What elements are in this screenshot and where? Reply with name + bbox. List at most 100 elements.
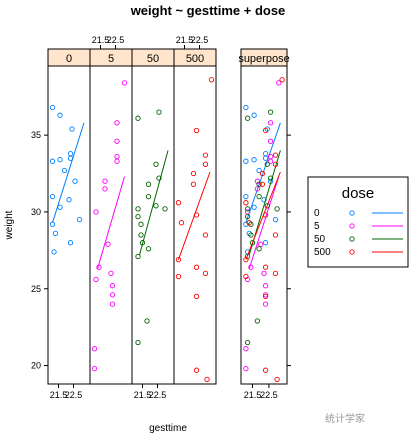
data-point: [254, 186, 261, 192]
data-point: [259, 181, 266, 187]
data-point: [93, 276, 99, 283]
data-point: [76, 216, 83, 223]
strip-label: 50: [147, 53, 159, 65]
data-point: [243, 365, 249, 372]
data-point: [193, 264, 200, 270]
data-point: [114, 153, 120, 160]
data-point: [69, 126, 75, 132]
data-point: [274, 206, 280, 212]
fit-line: [52, 122, 85, 223]
legend-label: 50: [314, 234, 326, 245]
data-point: [267, 109, 274, 115]
y-tick-label: 35: [31, 130, 41, 140]
data-point: [49, 104, 56, 111]
data-point: [267, 158, 274, 164]
data-point: [251, 204, 257, 210]
chart-title: weight ~ gesttime + dose: [130, 3, 286, 18]
data-point: [193, 293, 200, 300]
data-point: [243, 158, 249, 164]
y-tick-label: 30: [31, 207, 41, 217]
data-point: [202, 152, 209, 158]
data-point: [145, 181, 152, 187]
data-point: [109, 301, 116, 307]
data-point: [175, 256, 182, 263]
data-point: [156, 175, 162, 181]
fit-line: [97, 176, 125, 269]
data-point: [256, 193, 262, 200]
legend-label: 500: [314, 247, 331, 258]
data-point: [121, 80, 128, 86]
data-point: [248, 232, 254, 238]
x-tick-label: 22.5: [149, 390, 167, 400]
data-point: [114, 120, 120, 126]
data-point: [145, 193, 152, 200]
x-tick-label: 22.5: [107, 35, 125, 45]
data-point: [108, 270, 114, 277]
x-tick-label: 22.5: [260, 390, 278, 400]
fit-line: [248, 176, 280, 269]
panel-3: 50: [131, 48, 175, 385]
data-point: [135, 206, 141, 212]
panel-frame: [89, 65, 133, 385]
data-point: [66, 197, 72, 203]
data-point: [243, 273, 249, 280]
data-point: [105, 241, 111, 247]
data-point: [258, 241, 264, 247]
fit-line: [245, 171, 281, 260]
data-point: [272, 270, 279, 277]
data-point: [272, 161, 279, 167]
data-point: [114, 138, 120, 144]
watermark-text: 统计学家: [325, 414, 365, 425]
data-point: [57, 112, 63, 118]
data-point: [193, 367, 200, 373]
data-point: [279, 77, 285, 83]
data-point: [262, 264, 269, 270]
legend-marker: [349, 210, 355, 216]
data-point: [102, 178, 108, 184]
fit-line: [139, 150, 169, 256]
x-axis-label: gesttime: [149, 423, 187, 434]
data-point: [243, 104, 249, 111]
data-point: [262, 127, 269, 134]
data-point: [243, 346, 249, 352]
data-point: [52, 230, 59, 237]
y-tick-label: 25: [31, 284, 41, 294]
data-point: [175, 273, 182, 280]
data-point: [202, 270, 209, 277]
data-point: [244, 339, 251, 346]
data-point: [202, 161, 209, 167]
data-point: [256, 246, 262, 252]
panel-frame: [240, 65, 288, 385]
data-point: [114, 158, 120, 164]
legend-label: 5: [314, 221, 320, 232]
data-point: [262, 293, 269, 300]
data-point: [178, 220, 185, 226]
x-tick-label: 22.5: [65, 390, 83, 400]
data-point: [261, 270, 267, 277]
strip-label: superpose: [238, 53, 289, 65]
data-point: [202, 232, 209, 238]
data-point: [193, 127, 200, 134]
data-point: [208, 77, 215, 83]
data-point: [272, 152, 279, 158]
data-point: [135, 213, 141, 220]
legend-marker: [349, 249, 355, 255]
data-point: [244, 115, 251, 121]
strip-label: 500: [186, 53, 204, 65]
panel-frame: [131, 65, 175, 385]
data-point: [175, 200, 182, 206]
data-point: [276, 80, 282, 86]
data-point: [91, 365, 98, 372]
data-point: [264, 161, 270, 167]
data-point: [135, 339, 141, 346]
panel-frame: [173, 65, 217, 385]
panel-1: 0: [47, 48, 91, 385]
x-tick-label: 22.5: [191, 35, 209, 45]
legend-marker: [349, 223, 355, 229]
data-point: [61, 167, 68, 174]
panels-layer: weight ~ gesttime + dose gesttime weight 0 5…: [4, 3, 291, 434]
data-point: [256, 167, 262, 174]
data-point: [259, 170, 266, 177]
data-point: [138, 232, 144, 238]
